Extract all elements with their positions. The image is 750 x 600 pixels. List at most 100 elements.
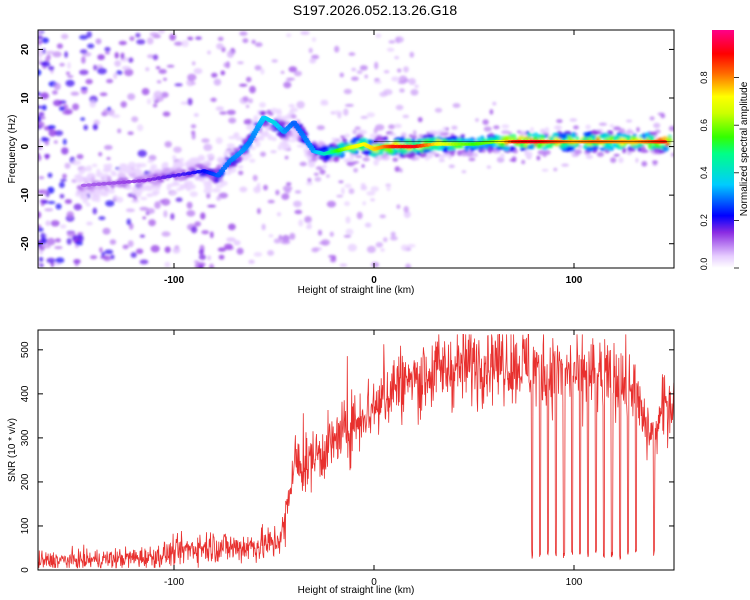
spectrogram-noise-point [59,62,65,67]
spectrogram-ridge-point [527,132,532,138]
spectrogram-ridge-point [566,146,574,150]
x-tick-label: -100 [164,577,184,588]
spectrogram-noise-point [273,238,281,244]
spectrogram-noise-point [95,38,102,45]
spectrogram-noise-point [193,68,203,75]
spectrogram-noise-point [198,249,204,256]
spectrogram-noise-point [233,240,241,246]
spectrogram-noise-point [102,227,111,235]
spectrogram-noise-point [309,58,317,64]
spectrogram-noise-point [118,40,127,46]
spectrogram-ridge-point [107,188,116,194]
spectrogram-noise-point [104,249,114,255]
spectrogram-ridge-point [223,151,229,157]
spectrogram-ridge-point [520,147,526,152]
spectrogram-ridge-point [495,146,503,151]
spectrogram-noise-point [166,64,175,68]
spectrogram-ridge-point [175,167,183,174]
spectrogram-ridge-point [212,188,221,193]
spectrogram-noise-point [375,33,382,39]
spectrogram-ridge-point [573,149,582,156]
spectrogram-noise-point [326,174,330,178]
spectrogram-noise-point [52,90,58,95]
spectrogram-ridge-point [369,152,378,157]
spectrogram-ridge-point [331,137,336,141]
spectrogram-noise-point [45,220,51,226]
spectrogram-ridge-point [270,107,278,114]
spectrogram-noise-point [127,131,134,135]
spectrogram-noise-point [81,56,86,64]
spectrogram-noise-point [496,156,505,163]
spectrogram-noise-point [47,201,56,204]
snr-y-label: SNR (10 * v/v) [7,418,18,482]
spectrogram-ridge-point [653,148,660,154]
spectrogram-ridge-point [125,184,132,191]
spectrogram-ridge-point [156,173,163,178]
spectrogram-noise-point [65,79,75,87]
x-tick-label: 100 [566,577,583,588]
spectrogram-noise-point [89,100,97,108]
spectrogram-noise-point [38,105,43,109]
spectrogram-noise-point [175,197,183,202]
spectrogram-ridge-point [147,159,154,164]
spectrogram-noise-point [209,231,214,239]
spectrogram-noise-point [284,155,289,160]
spectrogram-noise-point [148,219,156,227]
spectrogram-ridge-core [180,172,188,176]
spectrogram-noise-point [625,119,633,123]
spectrogram-ridge-point [186,186,192,192]
spectrogram-noise-point [373,127,378,134]
spectrogram-noise-point [129,36,135,41]
snr-y-axis: 0 100 200 300 400 500 [20,341,674,573]
spectrogram-x-axis: -100 0 100 [164,30,583,286]
spectrogram-ridge-point [362,149,372,155]
spectrogram-noise-point [47,186,55,194]
spectrogram-ridge-point [129,169,136,174]
spectrogram-noise-point [187,98,193,106]
spectrogram-noise-point [238,170,244,176]
spectrogram-noise-point [249,85,256,94]
spectrogram-ridge-point [140,196,148,201]
spectrogram-noise-point [126,208,132,212]
spectrogram-noise-point [337,112,342,119]
spectrogram-noise-point [366,191,376,196]
y-tick-label: 10 [20,92,31,104]
spectrogram-ridge-point [205,163,211,167]
spectrogram-noise-point [390,236,398,241]
spectrogram-noise-point [374,61,379,70]
spectrogram-noise-point [386,185,391,192]
spectrogram-noise-point [73,259,81,264]
spectrogram-ridge-core [90,182,98,187]
spectrogram-noise-point [79,49,88,54]
spectrogram-noise-point [55,238,61,243]
spectrogram-noise-point [671,152,674,157]
spectrogram-noise-point [85,78,93,85]
spectrogram-noise-point [352,129,357,135]
spectrogram-noise-point [164,246,171,253]
spectrogram-noise-point [360,185,368,191]
spectrogram-noise-point [159,199,165,203]
spectrogram-ridge-point [218,177,224,183]
spectrogram-ridge-point [134,172,144,177]
spectrogram-ridge-core [140,178,148,183]
spectrogram-noise-point [348,188,355,195]
spectrogram-noise-point [359,65,368,71]
spectrogram-noise-point [38,227,44,232]
spectrogram-noise-point [668,125,674,132]
spectrogram-noise-point [394,56,400,60]
spectrogram-noise-point [298,219,304,227]
spectrogram-noise-point [56,43,64,49]
spectrogram-noise-point [311,37,317,42]
spectrogram-ridge-point [500,153,505,159]
spectrogram-ridge-point [151,189,160,195]
spectrogram-ridge-point [253,115,259,122]
spectrogram-noise-point [248,98,253,104]
spectrogram-noise-point [216,43,224,50]
spectrogram-ridge-point [352,137,357,141]
spectrogram-ridge-point [243,153,253,158]
spectrogram-noise-point [146,37,154,45]
spectrogram-ridge-point [75,177,84,184]
spectrogram-ridge-point [422,148,432,154]
spectrogram-ridge-point [200,156,206,161]
spectrogram-ridge-point [389,133,397,137]
